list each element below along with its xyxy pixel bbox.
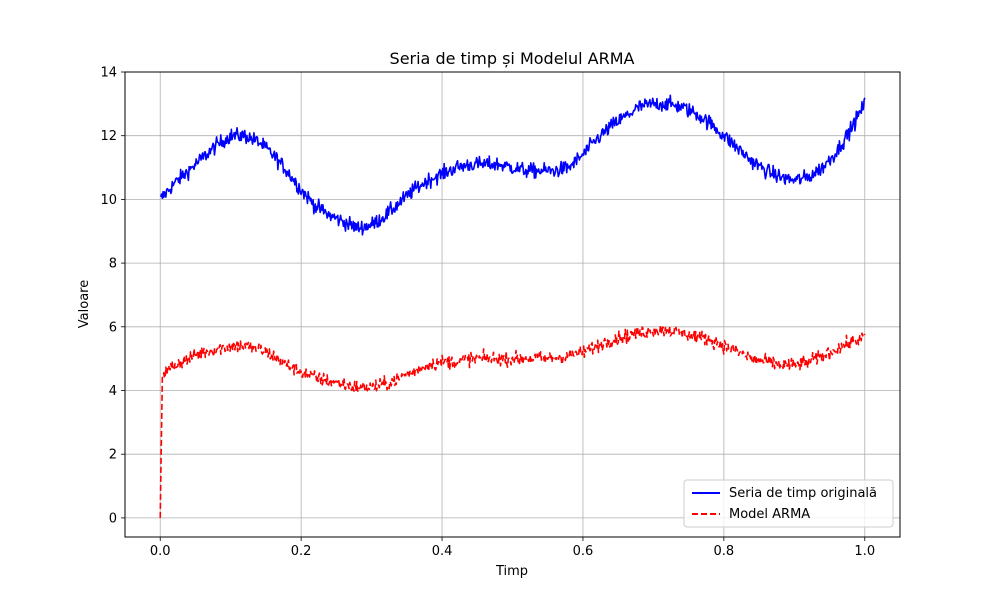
series-line-arma <box>159 324 866 518</box>
y-tick-label: 2 <box>109 448 117 463</box>
legend-label-arma: Model ARMA <box>729 507 810 522</box>
x-tick-label: 0.6 <box>573 544 594 559</box>
x-tick-label: 0.8 <box>714 544 735 559</box>
y-tick-label: 6 <box>109 320 117 335</box>
x-axis-label: Timp <box>495 564 528 579</box>
y-tick-label: 10 <box>100 193 117 208</box>
plot-area <box>159 94 866 518</box>
y-axis-label: Valoare <box>77 280 92 328</box>
y-tick-label: 12 <box>100 129 117 144</box>
axis-ticks: 0.0 0.2 0.4 0.6 0.8 1.0 0 2 4 6 8 10 12 14 <box>100 66 875 560</box>
x-tick-label: 1.0 <box>854 544 875 559</box>
y-tick-label: 8 <box>109 257 117 272</box>
y-tick-label: 4 <box>109 384 117 399</box>
legend-box <box>683 479 894 528</box>
legend-label-original: Seria de timp originală <box>729 486 877 501</box>
y-tick-label: 14 <box>100 66 117 81</box>
x-tick-label: 0.0 <box>150 544 171 559</box>
axes-frame <box>124 71 901 538</box>
legend: Seria de timp originală Model ARMA <box>683 479 894 528</box>
x-tick-label: 0.2 <box>291 544 312 559</box>
x-tick-label: 0.4 <box>432 544 453 559</box>
y-tick-label: 0 <box>109 511 117 526</box>
series-line-original <box>159 94 866 236</box>
chart-title: Seria de timp și Modelul ARMA <box>390 49 635 68</box>
